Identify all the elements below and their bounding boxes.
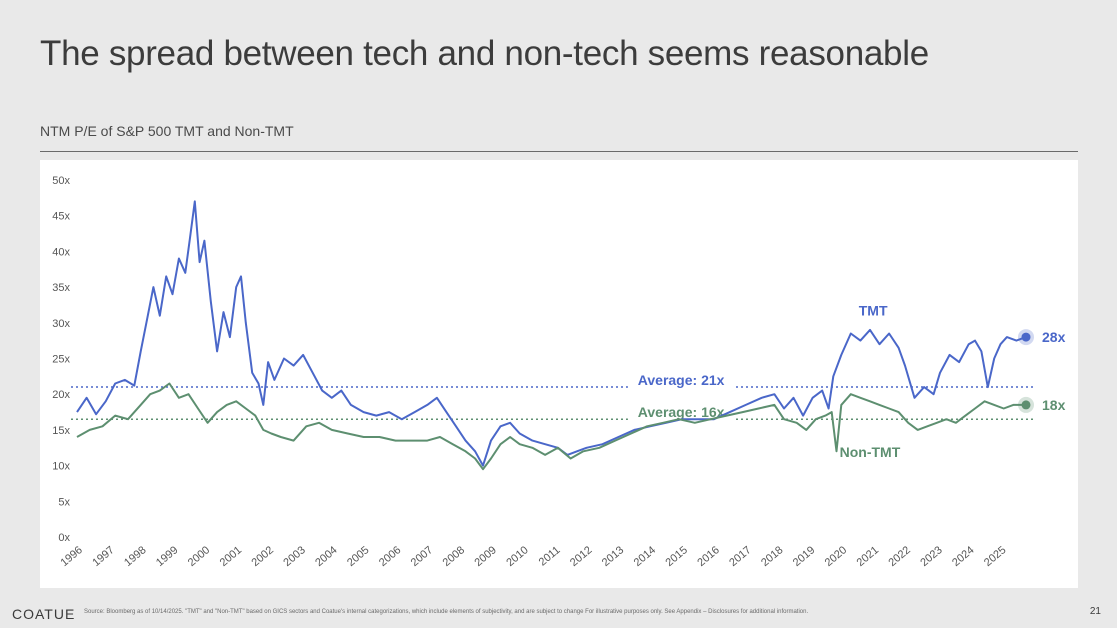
series-end-marker: [1021, 400, 1031, 410]
series-annotation-non-tmt: Non-TMT: [840, 444, 901, 460]
y-tick-label: 30x: [52, 318, 70, 330]
y-tick-label: 40x: [52, 246, 70, 258]
title-divider: [40, 151, 1078, 152]
slide-title: The spread between tech and non-tech see…: [40, 34, 929, 73]
y-tick-label: 20x: [52, 389, 70, 401]
source-footnote: Source: Bloomberg as of 10/14/2025. "TMT…: [84, 609, 809, 615]
x-tick-label: 2010: [504, 544, 530, 569]
x-tick-label: 2005: [345, 544, 371, 569]
x-tick-label: 2018: [759, 544, 785, 569]
x-tick-label: 2009: [472, 544, 498, 569]
x-tick-label: 2024: [950, 544, 976, 569]
y-tick-label: 50x: [52, 175, 70, 187]
y-tick-label: 10x: [52, 461, 70, 473]
x-tick-label: 2023: [918, 544, 944, 569]
x-tick-label: 1998: [122, 544, 148, 569]
chart-title: NTM P/E of S&P 500 TMT and Non-TMT: [40, 123, 294, 139]
average-label-bg: [627, 405, 734, 421]
x-tick-label: 2006: [377, 544, 403, 569]
series-end-label: 28x: [1042, 329, 1066, 345]
x-tick-label: 2015: [664, 544, 690, 569]
series-annotation-tmt: TMT: [859, 303, 888, 319]
x-tick-label: 2011: [537, 544, 563, 568]
y-tick-label: 25x: [52, 354, 70, 366]
x-tick-label: 2017: [727, 544, 753, 569]
x-tick-label: 2021: [855, 544, 881, 569]
x-tick-label: 2008: [441, 544, 467, 569]
x-tick-label: 1999: [154, 544, 180, 569]
x-tick-label: 2007: [409, 544, 435, 569]
x-tick-label: 2001: [218, 544, 244, 569]
average-label-non-tmt: Average: 16x: [638, 404, 725, 420]
average-label-tmt: Average: 21x: [638, 372, 725, 388]
x-tick-label: 2004: [313, 544, 339, 569]
company-logo: COATUE: [12, 606, 76, 622]
x-tick-label: 2014: [632, 544, 658, 569]
series-end-label: 18x: [1042, 397, 1066, 413]
average-label-bg: [627, 373, 734, 389]
series-end-marker: [1021, 332, 1031, 342]
chart-panel: 0x 5x 10x 15x 20x 25x 30x 35x 40x 45x 50x 1996 1997 1…: [40, 160, 1078, 588]
page-number: 21: [1089, 606, 1101, 617]
x-tick-label: 2013: [600, 544, 626, 569]
y-tick-label: 15x: [52, 425, 70, 437]
x-tick-label: 2016: [695, 544, 721, 569]
x-tick-label: 1996: [58, 544, 84, 569]
x-tick-label: 2012: [568, 544, 594, 569]
y-tick-label: 35x: [52, 282, 70, 294]
x-tick-label: 2020: [823, 544, 849, 569]
x-tick-label: 2003: [281, 544, 307, 569]
x-tick-label: 2025: [982, 544, 1008, 569]
x-tick-label: 2022: [886, 544, 912, 569]
y-tick-label: 45x: [52, 211, 70, 223]
series-line-tmt: [76, 200, 1027, 467]
x-tick-label: 1997: [90, 544, 116, 569]
y-tick-label: 5x: [58, 496, 70, 508]
x-tick-label: 2019: [791, 544, 817, 569]
y-tick-label: 0x: [58, 532, 70, 544]
x-tick-label: 2000: [186, 544, 212, 569]
x-tick-label: 2002: [250, 544, 276, 569]
series-line-non-tmt: [76, 382, 1026, 471]
